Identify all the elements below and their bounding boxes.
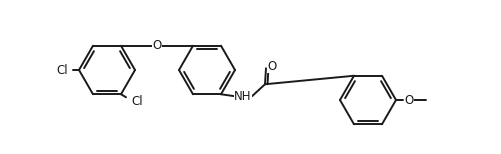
- Text: O: O: [152, 39, 161, 52]
- Text: O: O: [267, 60, 276, 73]
- Text: Cl: Cl: [56, 63, 68, 77]
- Text: Cl: Cl: [131, 95, 142, 108]
- Text: O: O: [404, 93, 413, 107]
- Text: NH: NH: [234, 90, 251, 103]
